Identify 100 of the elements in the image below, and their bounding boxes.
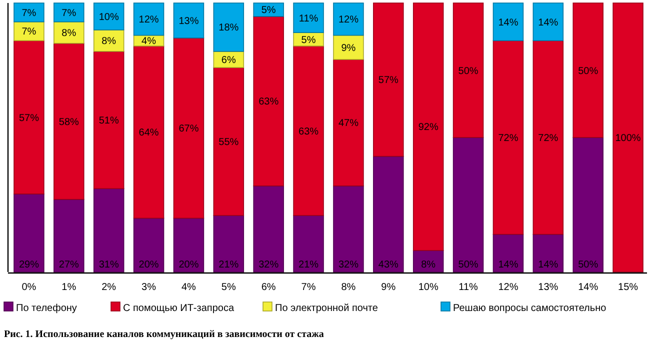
bar: [412, 2, 444, 251]
data-label: 63%: [258, 96, 279, 108]
x-tick-label: 10%: [418, 282, 438, 293]
x-tick-label: 12%: [498, 282, 518, 293]
data-label: 21%: [218, 260, 239, 270]
data-label: 20%: [178, 260, 199, 270]
bar: [373, 2, 404, 157]
bar: [253, 186, 284, 272]
data-label: 55%: [218, 137, 239, 148]
bar: [253, 2, 284, 17]
data-label: 64%: [138, 128, 159, 139]
data-label: 7%: [62, 8, 76, 19]
data-label: 5%: [261, 5, 276, 16]
bar: [93, 51, 124, 190]
x-tick-label: 13%: [538, 282, 558, 293]
data-label: 63%: [298, 126, 319, 138]
x-tick-label: 0%: [22, 282, 36, 293]
data-label: 50%: [578, 260, 598, 270]
bar: [173, 218, 204, 272]
data-label: 21%: [298, 260, 319, 270]
bar: [333, 59, 364, 186]
data-label: 7%: [22, 8, 36, 19]
bar: [213, 67, 244, 216]
bar: [452, 137, 484, 272]
bar: [54, 198, 84, 272]
x-tick-label: 3%: [142, 282, 156, 293]
data-label: 4%: [142, 36, 156, 48]
data-label: 72%: [538, 133, 558, 144]
data-label: 92%: [418, 122, 438, 134]
data-label: 50%: [458, 260, 478, 270]
data-label: 31%: [98, 260, 119, 270]
data-label: 9%: [341, 42, 356, 54]
x-tick-label: 1%: [62, 282, 76, 293]
bar: [532, 234, 564, 272]
legend-label: По телефону: [16, 303, 77, 314]
bar: [54, 21, 84, 44]
bar: [54, 42, 84, 200]
data-label: 20%: [138, 260, 159, 270]
bar: [133, 2, 164, 36]
x-tick-label: 7%: [301, 282, 316, 293]
x-tick-label: 6%: [261, 282, 276, 293]
bar: [133, 46, 164, 219]
bar: [452, 2, 484, 138]
data-label: 57%: [18, 112, 40, 124]
data-label: 32%: [258, 260, 279, 270]
data-label: 18%: [218, 22, 239, 34]
bar: [333, 34, 364, 60]
bar: [572, 2, 604, 138]
x-tick-label: 14%: [578, 282, 598, 293]
data-label: 6%: [221, 54, 236, 66]
data-label: 12%: [338, 14, 359, 26]
bar: [14, 2, 44, 22]
data-label: 7%: [22, 26, 36, 38]
bar: [333, 2, 364, 36]
legend-label: По электронной почте: [275, 303, 378, 314]
bar: [173, 38, 204, 219]
text: Рис. 1. Использование каналов коммуникаций в зависимости от стажа: [4, 329, 324, 340]
x-tick-label: 2%: [102, 282, 116, 293]
bar: [373, 156, 404, 272]
data-label: 32%: [338, 260, 359, 270]
data-label: 8%: [102, 36, 116, 48]
bar: [333, 186, 364, 272]
bar: [213, 215, 244, 272]
x-tick-label: 15%: [618, 282, 638, 293]
data-label: 72%: [498, 133, 518, 144]
bar: [93, 188, 124, 272]
data-label: 67%: [178, 124, 199, 135]
bar: [492, 2, 524, 42]
data-label: 14%: [498, 260, 518, 270]
data-label: 29%: [18, 260, 40, 270]
x-tick-label: 8%: [341, 282, 356, 293]
data-label: 57%: [378, 75, 399, 86]
bar: [93, 2, 124, 30]
data-label: 100%: [615, 133, 641, 144]
data-label: 5%: [301, 34, 316, 46]
data-label: 43%: [378, 260, 399, 270]
legend-label: Решаю вопросы самостоятельно: [453, 303, 607, 314]
data-label: 13%: [178, 16, 199, 27]
data-label: 14%: [538, 17, 558, 28]
x-tick-label: 9%: [381, 282, 396, 293]
bar: [612, 2, 644, 272]
bar: [532, 2, 564, 42]
data-label: 12%: [138, 14, 159, 26]
bar: [293, 215, 324, 272]
data-label: 51%: [98, 116, 119, 127]
data-label: 47%: [338, 118, 359, 130]
bar: [532, 40, 564, 235]
data-label: 8%: [421, 260, 436, 270]
data-label: 27%: [58, 260, 80, 270]
legend-label: С помощью ИТ-запроса: [123, 303, 234, 314]
bar: [173, 2, 204, 38]
data-label: 14%: [538, 260, 558, 270]
bar: [14, 21, 44, 42]
data-label: 10%: [98, 12, 119, 23]
bar: [133, 218, 164, 272]
data-label: 58%: [58, 116, 80, 128]
data-label: 8%: [62, 28, 76, 40]
data-label: 14%: [498, 17, 518, 28]
x-tick-label: 5%: [221, 282, 236, 293]
data-label: 11%: [298, 13, 318, 24]
